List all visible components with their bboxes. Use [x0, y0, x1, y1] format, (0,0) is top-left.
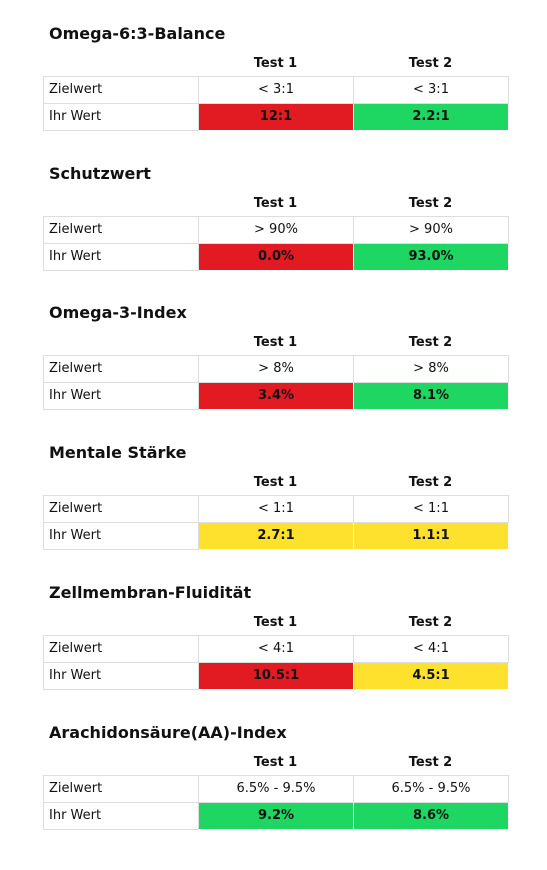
section-title: Arachidonsäure(AA)-Index: [49, 723, 287, 742]
target-row-label: Zielwert: [43, 76, 199, 104]
column-header-test2: Test 2: [408, 56, 453, 71]
target-test2: 6.5% - 9.5%: [353, 775, 509, 803]
result-test1: 2.7:1: [198, 522, 354, 550]
target-test1: < 4:1: [198, 635, 354, 663]
result-test2: 8.6%: [353, 802, 509, 830]
section-title: Mentale Stärke: [49, 443, 187, 462]
result-row-label: Ihr Wert: [43, 662, 199, 690]
result-row: Ihr Wert 3.4% 8.1%: [43, 382, 509, 410]
column-header-test1: Test 1: [253, 615, 298, 630]
column-header-test1: Test 1: [253, 56, 298, 71]
result-test2: 1.1:1: [353, 522, 509, 550]
target-test2: > 8%: [353, 355, 509, 383]
results-table: Zielwert 6.5% - 9.5% 6.5% - 9.5% Ihr Wer…: [43, 775, 509, 830]
column-header-test1: Test 1: [253, 475, 298, 490]
target-row: Zielwert 6.5% - 9.5% 6.5% - 9.5%: [43, 775, 509, 803]
target-test1: < 3:1: [198, 76, 354, 104]
target-row-label: Zielwert: [43, 216, 199, 244]
target-row: Zielwert < 3:1 < 3:1: [43, 76, 509, 104]
result-row: Ihr Wert 10.5:1 4.5:1: [43, 662, 509, 690]
column-header-test2: Test 2: [408, 615, 453, 630]
result-test1: 9.2%: [198, 802, 354, 830]
result-row: Ihr Wert 0.0% 93.0%: [43, 243, 509, 271]
target-row: Zielwert < 1:1 < 1:1: [43, 495, 509, 523]
results-table: Zielwert > 90% > 90% Ihr Wert 0.0% 93.0%: [43, 216, 509, 271]
target-row-label: Zielwert: [43, 355, 199, 383]
target-test1: < 1:1: [198, 495, 354, 523]
result-row-label: Ihr Wert: [43, 103, 199, 131]
results-table: Zielwert > 8% > 8% Ihr Wert 3.4% 8.1%: [43, 355, 509, 410]
column-header-test1: Test 1: [253, 755, 298, 770]
section-title: Zellmembran-Fluidität: [49, 583, 252, 602]
target-row-label: Zielwert: [43, 495, 199, 523]
column-header-test2: Test 2: [408, 335, 453, 350]
column-header-test1: Test 1: [253, 196, 298, 211]
target-row-label: Zielwert: [43, 775, 199, 803]
target-test1: > 90%: [198, 216, 354, 244]
result-test2: 8.1%: [353, 382, 509, 410]
column-header-test2: Test 2: [408, 196, 453, 211]
result-test1: 0.0%: [198, 243, 354, 271]
column-header-test2: Test 2: [408, 755, 453, 770]
result-row: Ihr Wert 9.2% 8.6%: [43, 802, 509, 830]
results-table: Zielwert < 1:1 < 1:1 Ihr Wert 2.7:1 1.1:…: [43, 495, 509, 550]
result-test2: 4.5:1: [353, 662, 509, 690]
result-row-label: Ihr Wert: [43, 802, 199, 830]
result-row-label: Ihr Wert: [43, 243, 199, 271]
section-title: Omega-6:3-Balance: [49, 24, 226, 43]
result-row: Ihr Wert 2.7:1 1.1:1: [43, 522, 509, 550]
result-row: Ihr Wert 12:1 2.2:1: [43, 103, 509, 131]
result-test1: 12:1: [198, 103, 354, 131]
target-test2: > 90%: [353, 216, 509, 244]
column-header-test1: Test 1: [253, 335, 298, 350]
result-row-label: Ihr Wert: [43, 382, 199, 410]
column-header-test2: Test 2: [408, 475, 453, 490]
target-row-label: Zielwert: [43, 635, 199, 663]
target-row: Zielwert > 90% > 90%: [43, 216, 509, 244]
section-title: Omega-3-Index: [49, 303, 187, 322]
target-row: Zielwert < 4:1 < 4:1: [43, 635, 509, 663]
result-test1: 10.5:1: [198, 662, 354, 690]
target-test1: 6.5% - 9.5%: [198, 775, 354, 803]
target-test1: > 8%: [198, 355, 354, 383]
target-test2: < 4:1: [353, 635, 509, 663]
target-row: Zielwert > 8% > 8%: [43, 355, 509, 383]
result-test2: 93.0%: [353, 243, 509, 271]
result-row-label: Ihr Wert: [43, 522, 199, 550]
results-table: Zielwert < 3:1 < 3:1 Ihr Wert 12:1 2.2:1: [43, 76, 509, 131]
target-test2: < 1:1: [353, 495, 509, 523]
results-table: Zielwert < 4:1 < 4:1 Ihr Wert 10.5:1 4.5…: [43, 635, 509, 690]
target-test2: < 3:1: [353, 76, 509, 104]
result-test2: 2.2:1: [353, 103, 509, 131]
result-test1: 3.4%: [198, 382, 354, 410]
section-title: Schutzwert: [49, 164, 151, 183]
